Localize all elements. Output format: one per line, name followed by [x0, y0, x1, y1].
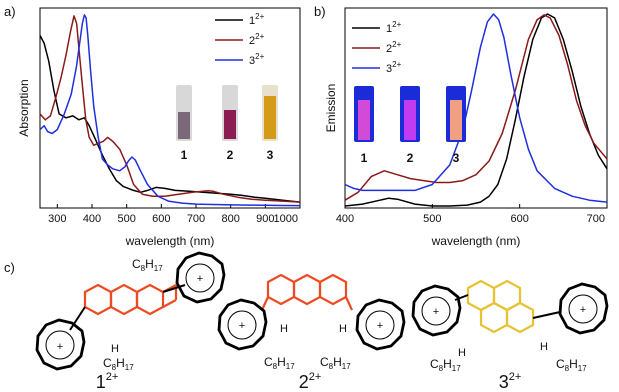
panel-a-xtick-label-1: 400: [83, 213, 101, 225]
structure-3-bond-right: [532, 311, 561, 319]
structure-1-ring-right-inner: [185, 263, 215, 293]
panel-a-xlabel: wavelength (nm): [125, 234, 215, 248]
panel-a-legend: 12+ 22+ 32+: [215, 12, 265, 67]
structure-1-ring-right-charge: +: [197, 273, 203, 285]
structure-1-ring-left-charge: +: [57, 341, 63, 353]
panel-a-series-2-line: [39, 15, 301, 203]
structure-2-ring-left-charge: +: [239, 320, 245, 332]
vial-b-1-label: 1: [361, 151, 368, 165]
panel-b-series: [344, 13, 608, 207]
panel-a-xtick-label-7: 1000: [274, 213, 298, 225]
structure-3-ring-right-inner: [568, 294, 598, 324]
structure-2-label: 22+: [299, 371, 322, 392]
structure-2-alkyl-left: C8H17: [264, 355, 295, 371]
structure-3-ring-left: [411, 284, 462, 337]
panel-b-series-2-line: [344, 14, 608, 201]
panel-b-legend: 12+ 22+ 32+: [352, 20, 402, 75]
panel-a-frame: [39, 7, 301, 209]
panel-b-vials: 1 2 3: [354, 86, 466, 165]
structure-3: + + H H C8H17 C8H17 32+: [411, 279, 609, 392]
vial-a-3-liquid: [264, 96, 276, 139]
structure-1-ring-left-inner: [45, 330, 75, 360]
panel-a-xtick-label-3: 600: [152, 213, 170, 225]
vial-b-3-label: 3: [453, 151, 460, 165]
structure-2-ring-left-inner: [227, 310, 257, 340]
panel-b-xticks: 400 500 600 700: [336, 204, 608, 225]
panel-a-tag: a): [4, 4, 16, 19]
structure-1-core: [83, 283, 178, 316]
panel-a-series: [39, 14, 301, 207]
vial-b-2-liquid: [404, 100, 416, 140]
structure-1-label: 12+: [96, 371, 119, 392]
panel-a: a) 300 400 500 600 700 800 900 1000 wavelength …: [4, 4, 301, 248]
vial-a-3-label: 3: [267, 148, 274, 162]
panel-b-series-1-line: [344, 13, 608, 207]
legend-b-label-3: 32+: [386, 60, 402, 75]
panel-b-tag: b): [314, 4, 326, 19]
structure-1-ring-right: [175, 251, 226, 304]
structure-1-bond-left: [69, 306, 86, 331]
structure-1-hydrogen: H: [111, 343, 119, 355]
structure-2: + + H H C8H17 C8H17 22+: [217, 273, 406, 392]
structure-1: + + C8H17 H C8H17 12+: [35, 251, 226, 392]
structure-3-ring-right: [558, 282, 609, 335]
panel-b-xtick-label-0: 400: [336, 213, 354, 225]
panel-b-xtick-label-3: 700: [587, 213, 605, 225]
vial-a-2-liquid: [224, 110, 236, 139]
structure-3-label: 32+: [499, 371, 522, 392]
structure-3-alkyl-left: C8H17: [430, 357, 461, 373]
panel-b-xtick-label-2: 600: [510, 213, 528, 225]
vial-b-3-liquid: [450, 100, 462, 140]
structure-2-ring-right-charge: +: [377, 320, 383, 332]
structure-1-ring-left: [35, 318, 86, 371]
panel-b: b) 400 500 600 700 wavelength (nm) Emission…: [314, 4, 608, 248]
structure-2-hydrogen-right: H: [339, 323, 347, 335]
structure-3-ring-right-charge: +: [580, 304, 586, 316]
panel-b-frame: [344, 7, 608, 209]
structure-3-alkyl-right: C8H17: [556, 357, 587, 373]
structure-1-alkyl-bottom: C8H17: [103, 356, 134, 372]
vial-a-1-liquid: [178, 112, 190, 139]
structure-2-ring-left: [217, 298, 268, 351]
structure-1-alkyl-top: C8H17: [132, 257, 163, 273]
structure-2-hydrogen-left: H: [280, 323, 288, 335]
panel-a-xticks: 300 400 500 600 700 800 900 1000: [48, 204, 301, 225]
panel-a-xtick-label-5: 800: [221, 213, 239, 225]
structure-3-ring-left-charge: +: [433, 306, 439, 318]
structure-2-alkyl-right: C8H17: [320, 355, 351, 371]
structure-3-hydrogen-left: H: [458, 347, 466, 359]
structure-2-ring-right: [355, 298, 406, 351]
legend-b-label-1: 12+: [386, 20, 402, 35]
vial-b-1-liquid: [358, 100, 370, 140]
structure-2-ring-right-inner: [365, 310, 395, 340]
legend-a-label-1: 12+: [249, 12, 265, 27]
panel-a-xtick-label-6: 900: [256, 213, 274, 225]
legend-b-label-2: 22+: [386, 40, 402, 55]
panel-b-series-3-line: [344, 13, 608, 203]
panel-a-vials: 1 2 3: [176, 85, 278, 162]
panel-b-ylabel: Emission: [324, 84, 338, 133]
structure-1-bond-right: [162, 284, 186, 293]
panel-a-ylabel: Absorption: [17, 79, 31, 136]
structure-2-core: [261, 273, 353, 311]
panel-b-xtick-label-1: 500: [423, 213, 441, 225]
vial-b-2-label: 2: [407, 151, 414, 165]
legend-a-label-2: 22+: [249, 32, 265, 47]
structure-3-ring-left-inner: [421, 296, 451, 326]
vial-a-1-label: 1: [181, 148, 188, 162]
panel-a-series-1-line: [39, 35, 301, 203]
structure-3-hydrogen-right: H: [540, 341, 548, 353]
legend-a-label-3: 32+: [249, 52, 265, 67]
panel-a-xtick-label-4: 700: [187, 213, 205, 225]
structure-3-core: [466, 279, 535, 334]
panel-c-tag: c): [4, 260, 15, 275]
vial-a-2-label: 2: [227, 148, 234, 162]
panel-a-series-3-line: [39, 14, 301, 207]
panel-b-xlabel: wavelength (nm): [431, 234, 521, 248]
panel-a-xtick-label-2: 500: [117, 213, 135, 225]
panel-a-xtick-label-0: 300: [48, 213, 66, 225]
